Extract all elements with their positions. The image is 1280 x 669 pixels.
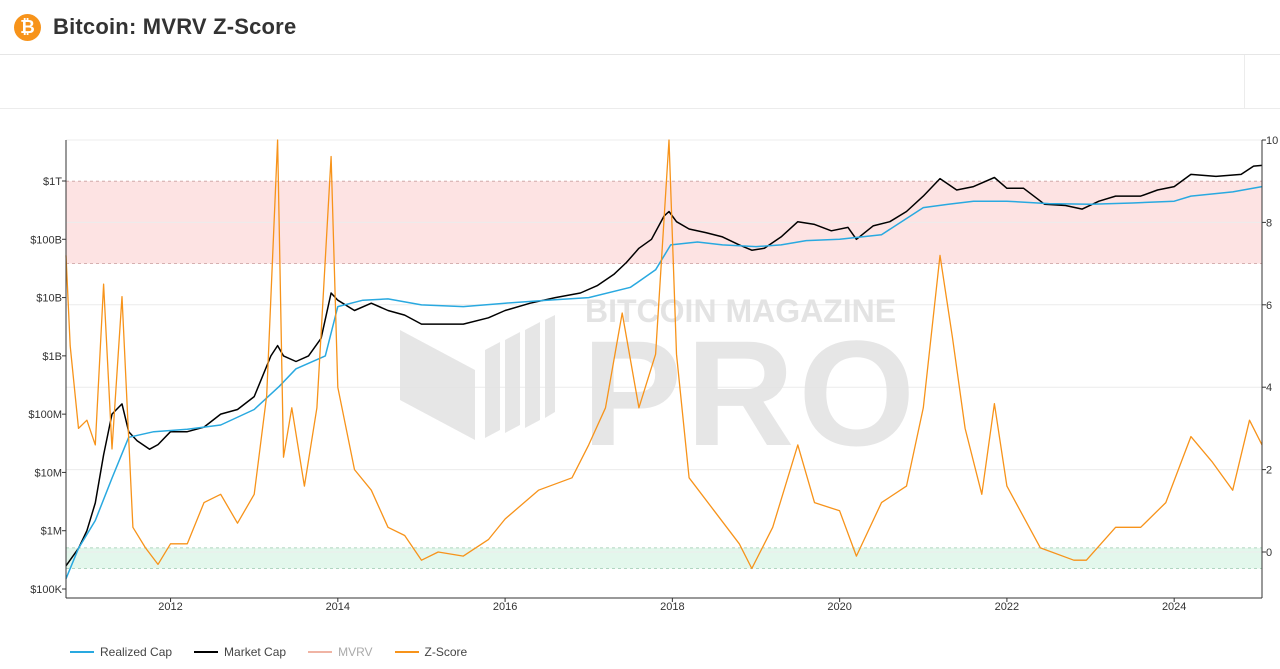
legend-swatch: [308, 651, 333, 653]
bitcoin-icon: ₿: [14, 14, 41, 41]
market-cap-line: [65, 164, 1263, 567]
watermark-line1: BITCOIN MAGAZINE: [585, 293, 896, 329]
right-tick-label: 8: [1266, 217, 1272, 229]
legend-item-z-score[interactable]: Z-Score: [394, 645, 468, 659]
mvrv-chart[interactable]: BITCOIN MAGAZINE PRO $100K$1M$10M$100M$1…: [0, 110, 1280, 610]
z-score-line: [65, 139, 1263, 570]
right-tick-label: 4: [1266, 382, 1272, 394]
left-tick-label: $1B: [42, 351, 62, 363]
chart-legend: Realized Cap Market Cap MVRV Z-Score: [70, 645, 467, 659]
x-tick-label: 2012: [158, 601, 182, 610]
legend-item-mvrv[interactable]: MVRV: [308, 645, 373, 659]
watermark: BITCOIN MAGAZINE PRO: [400, 293, 919, 477]
legend-label: MVRV: [338, 645, 373, 659]
legend-label: Z-Score: [424, 645, 468, 659]
legend-label: Realized Cap: [100, 645, 173, 659]
left-tick-label: $10M: [34, 467, 62, 479]
right-tick-label: 6: [1266, 300, 1272, 312]
left-tick-label: $1M: [41, 526, 62, 538]
page-header: ₿ Bitcoin: MVRV Z-Score: [0, 0, 1280, 55]
x-tick-label: 2022: [995, 601, 1019, 610]
toolbar-divider: [1244, 55, 1245, 108]
right-tick-label: 2: [1266, 465, 1272, 477]
chart-axes: $100K $1M $10M $100M $1B $10B $100B $1T 0 2 4 6 8 10 2…: [28, 135, 1278, 610]
legend-item-market-cap[interactable]: Market Cap: [194, 645, 286, 659]
watermark-line2: PRO: [582, 309, 919, 477]
x-tick-label: 2014: [326, 601, 350, 610]
left-tick-label: $100B: [30, 234, 62, 246]
legend-label: Market Cap: [224, 645, 287, 659]
x-tick-label: 2024: [1162, 601, 1186, 610]
page-title: Bitcoin: MVRV Z-Score: [53, 14, 297, 39]
legend-swatch: [194, 651, 219, 653]
chart-series: [65, 139, 1263, 579]
left-tick-label: $100K: [30, 584, 62, 596]
right-tick-label: 0: [1266, 547, 1272, 559]
x-tick-label: 2020: [827, 601, 851, 610]
legend-swatch: [70, 651, 94, 653]
right-tick-label: 10: [1266, 135, 1278, 147]
realized-cap-line: [65, 185, 1263, 579]
x-tick-label: 2016: [493, 601, 517, 610]
left-tick-label: $10B: [36, 293, 62, 305]
legend-item-realized-cap[interactable]: Realized Cap: [70, 645, 172, 659]
x-tick-label: 2018: [660, 601, 684, 610]
legend-swatch: [394, 651, 419, 653]
chart-toolbar: [0, 55, 1280, 109]
left-tick-label: $1T: [43, 176, 62, 188]
watermark-logo-icon: [400, 315, 555, 440]
green-zone: [66, 547, 1262, 569]
left-tick-label: $100M: [28, 409, 62, 421]
